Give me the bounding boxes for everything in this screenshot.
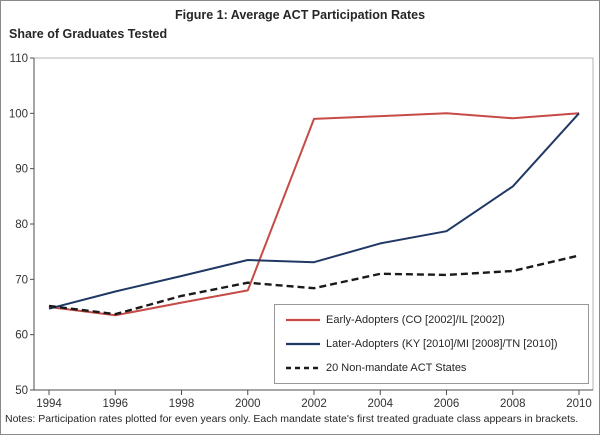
notes-text: Notes: Participation rates plotted for e…: [5, 413, 579, 425]
early-adopters-line-icon: [286, 318, 320, 322]
legend: Early-Adopters (CO [2002]/IL [2002]) Lat…: [274, 304, 589, 384]
legend-item-non-mandate: 20 Non-mandate ACT States: [285, 362, 588, 374]
y-tick-label: 90: [15, 164, 28, 176]
x-tick-label: 2000: [235, 398, 261, 410]
series-line-2: [48, 254, 580, 316]
y-tick-label: 110: [10, 53, 28, 65]
later-adopters-line-icon: [286, 342, 320, 346]
series-line-0: [48, 112, 580, 317]
x-tick-label: 2006: [434, 398, 460, 410]
x-tick-label: 1994: [36, 398, 62, 410]
series-line-1: [48, 112, 580, 310]
x-tick-label: 1998: [169, 398, 195, 410]
y-tick-label: 80: [15, 219, 28, 231]
legend-label-early-adopters: Early-Adopters (CO [2002]/IL [2002]): [326, 314, 505, 326]
y-tick-label: 50: [15, 385, 28, 397]
non-mandate-dashed-line-icon: [286, 366, 320, 370]
x-tick-label: 2010: [566, 398, 592, 410]
x-axis: 1994 1996 1998 2000 2002 2004 2006 2008 2010: [36, 390, 592, 410]
legend-item-later-adopters: Later-Adopters (KY [2010]/MI [2008]/TN […: [285, 338, 588, 350]
x-tick-label: 2008: [500, 398, 526, 410]
legend-label-non-mandate: 20 Non-mandate ACT States: [326, 362, 467, 374]
y-tick-label: 100: [9, 108, 28, 120]
legend-item-early-adopters: Early-Adopters (CO [2002]/IL [2002]): [285, 314, 588, 326]
y-tick-label: 60: [15, 330, 28, 342]
y-axis-caption: Share of Graduates Tested: [9, 27, 168, 41]
x-tick-label: 2002: [301, 398, 327, 410]
x-tick-label: 1996: [102, 398, 128, 410]
legend-label-later-adopters: Later-Adopters (KY [2010]/MI [2008]/TN […: [326, 338, 558, 350]
y-tick-label: 70: [15, 274, 28, 286]
y-axis: 50 60 70 80 90 100 110: [9, 53, 34, 397]
x-tick-label: 2004: [367, 398, 393, 410]
figure-title: Figure 1: Average ACT Participation Rate…: [174, 8, 426, 22]
